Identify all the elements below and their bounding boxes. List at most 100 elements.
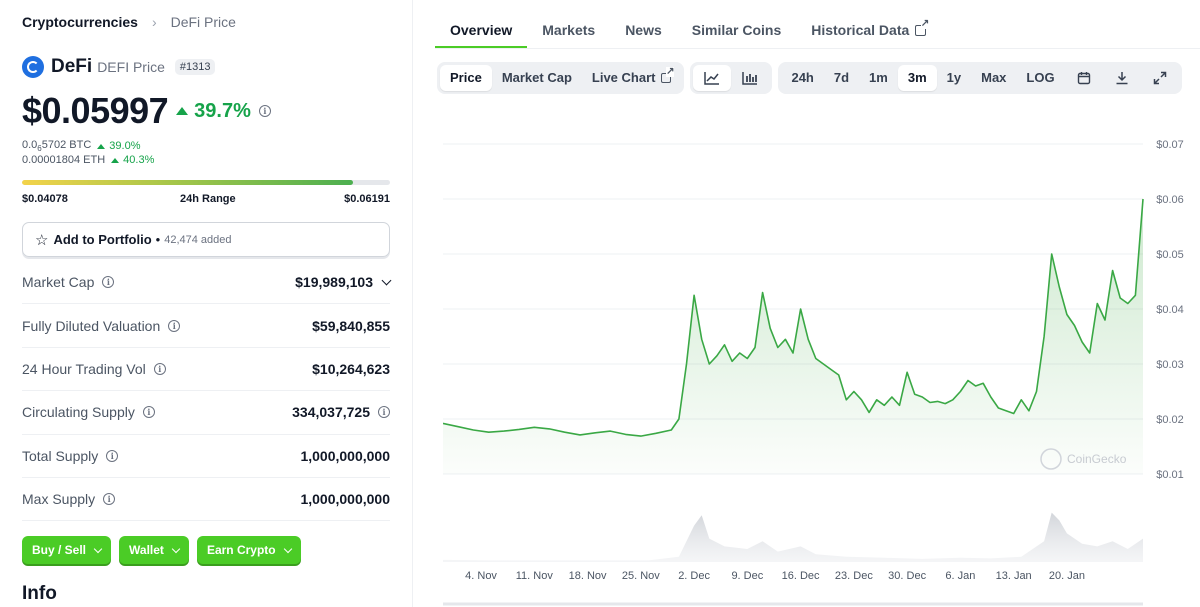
panel-divider [412,0,413,607]
breadcrumb-cryptocurrencies-link[interactable]: Cryptocurrencies [22,14,138,30]
stat-value: 334,037,725 [292,404,370,421]
tab-overview[interactable]: Overview [435,12,528,48]
info-icon[interactable]: i [153,362,166,375]
x-tick-label: 30. Dec [888,570,926,582]
x-tick-label: 25. Nov [622,570,660,582]
eth-price-row: 0.00001804 ETH 40.3% [22,154,154,166]
stat-label: Market Cap [22,274,95,291]
current-price: $0.05997 [22,90,169,131]
stat-row-market-cap: Market Cap i $19,989,103 [22,261,392,305]
tab-news[interactable]: News [625,22,662,38]
x-tick-label: 4. Nov [465,570,497,582]
coingecko-logo-icon [1040,448,1062,470]
x-tick-label: 16. Dec [782,570,820,582]
coin-overview-panel: Cryptocurrencies › DeFi Price DeFi DEFI … [0,0,412,607]
caret-up-icon [176,107,189,115]
stat-row-total-supply: Total Supply i 1,000,000,000 [22,435,390,478]
tab-similar-coins[interactable]: Similar Coins [691,22,782,38]
x-tick-label: 18. Nov [569,570,607,582]
range-24h-button[interactable]: 24h [791,70,814,85]
tab-historical-data[interactable]: Historical Data [796,12,941,48]
coin-symbol-label: DEFI Price [97,59,165,75]
info-icon[interactable]: i [168,319,181,332]
y-tick-label: $0.04 [1156,304,1184,316]
stat-label: Fully Diluted Valuation [22,317,161,334]
tabs-divider [435,48,1200,49]
btc-change: 39.0% [97,140,140,152]
log-scale-button[interactable]: LOG [1026,70,1055,85]
wallet-button[interactable]: Wallet [119,536,189,564]
price-chart-button[interactable]: Price [440,65,492,91]
x-tick-label: 13. Jan [996,570,1032,582]
eth-change: 40.3% [111,154,154,166]
y-tick-label: $0.06 [1156,194,1184,206]
expand-icon [1153,71,1166,85]
chevron-down-icon [171,544,181,553]
range-1m-button[interactable]: 1m [869,70,888,85]
fullscreen-button[interactable] [1141,65,1179,91]
x-tick-label: 23. Dec [835,570,873,582]
info-icon[interactable]: i [378,406,390,419]
tab-markets[interactable]: Markets [542,22,596,38]
price-line [443,198,1144,437]
y-tick-label: $0.01 [1156,469,1184,481]
24h-range-labels: $0.04078 24h Range $0.06191 [22,193,390,205]
price-chart[interactable]: $0.07 $0.06 $0.05 $0.04 $0.03 $0.02 $0.01 4. No… [443,128,1200,607]
market-cap-chart-button[interactable]: Market Cap [501,70,572,85]
line-chart-button[interactable] [693,65,732,91]
buy-sell-label: Buy / Sell [32,543,87,557]
chart-style-group [690,62,773,94]
btc-price: 0.065702 BTC [22,139,92,154]
download-icon [1116,72,1128,85]
market-cap-dropdown[interactable]: $19,989,103 [295,274,392,291]
price-chart-svg[interactable]: $0.07 $0.06 $0.05 $0.04 $0.03 $0.02 $0.01 4. No… [443,128,1200,607]
time-range-group: 24h 7d 1m 3m 1y Max LOG [778,62,1182,94]
info-icon[interactable]: i [142,406,155,419]
stat-label: Max Supply [22,491,96,508]
stat-value: $19,989,103 [295,274,373,291]
action-buttons: Buy / Sell Wallet Earn Crypto [22,536,301,564]
candle-chart-button[interactable] [731,65,769,91]
buy-sell-button[interactable]: Buy / Sell [22,536,112,564]
stats-list: Market Cap i $19,989,103 Fully Diluted Va… [22,261,392,522]
price-change-value: 39.7% [194,99,251,122]
add-to-portfolio-button[interactable]: ☆ Add to Portfolio • 42,474 added [22,222,390,257]
24h-range-bar [22,180,390,185]
chevron-right-icon: › [151,14,157,30]
coin-header: DeFi DEFI Price #1313 [22,56,216,78]
range-high: $0.06191 [344,193,390,205]
stat-label: 24 Hour Trading Vol [22,360,146,377]
stat-value: 1,000,000,000 [300,491,390,508]
line-chart-icon [704,72,720,85]
range-low: $0.04078 [22,193,68,205]
stat-label: Circulating Supply [22,404,135,421]
info-icon[interactable]: i [106,449,119,462]
eth-price: 0.00001804 ETH [22,154,106,166]
rank-badge: #1313 [174,59,216,75]
caret-up-icon [97,143,106,149]
x-tick-label: 20. Jan [1049,570,1085,582]
btc-price-row: 0.065702 BTC 39.0% [22,139,140,153]
chevron-down-icon [381,275,392,286]
info-icon[interactable]: i [102,276,115,289]
range-3m-button[interactable]: 3m [897,65,937,91]
chart-toolbar: Price Market Cap Live Chart 24h 7d 1m 3m… [437,62,1182,94]
info-icon[interactable]: i [103,493,116,506]
price-row: $0.05997 39.7% i [22,90,271,132]
x-tick-label: 9. Dec [731,570,763,582]
range-1y-button[interactable]: 1y [946,70,962,85]
y-tick-label: $0.02 [1156,414,1184,426]
coingecko-watermark: CoinGecko [1067,452,1127,466]
range-max-button[interactable]: Max [981,70,1007,85]
earn-crypto-button[interactable]: Earn Crypto [196,536,301,564]
download-button[interactable] [1103,65,1141,91]
breadcrumb: Cryptocurrencies › DeFi Price [22,14,236,30]
range-7d-button[interactable]: 7d [833,70,850,85]
price-change-24h: 39.7% [176,100,251,123]
earn-crypto-label: Earn Crypto [206,543,276,557]
volume-area [443,512,1143,562]
calendar-button[interactable] [1065,65,1103,91]
info-icon[interactable]: i [258,105,271,117]
live-chart-button[interactable]: Live Chart [582,65,682,91]
stat-value: 1,000,000,000 [300,447,390,464]
